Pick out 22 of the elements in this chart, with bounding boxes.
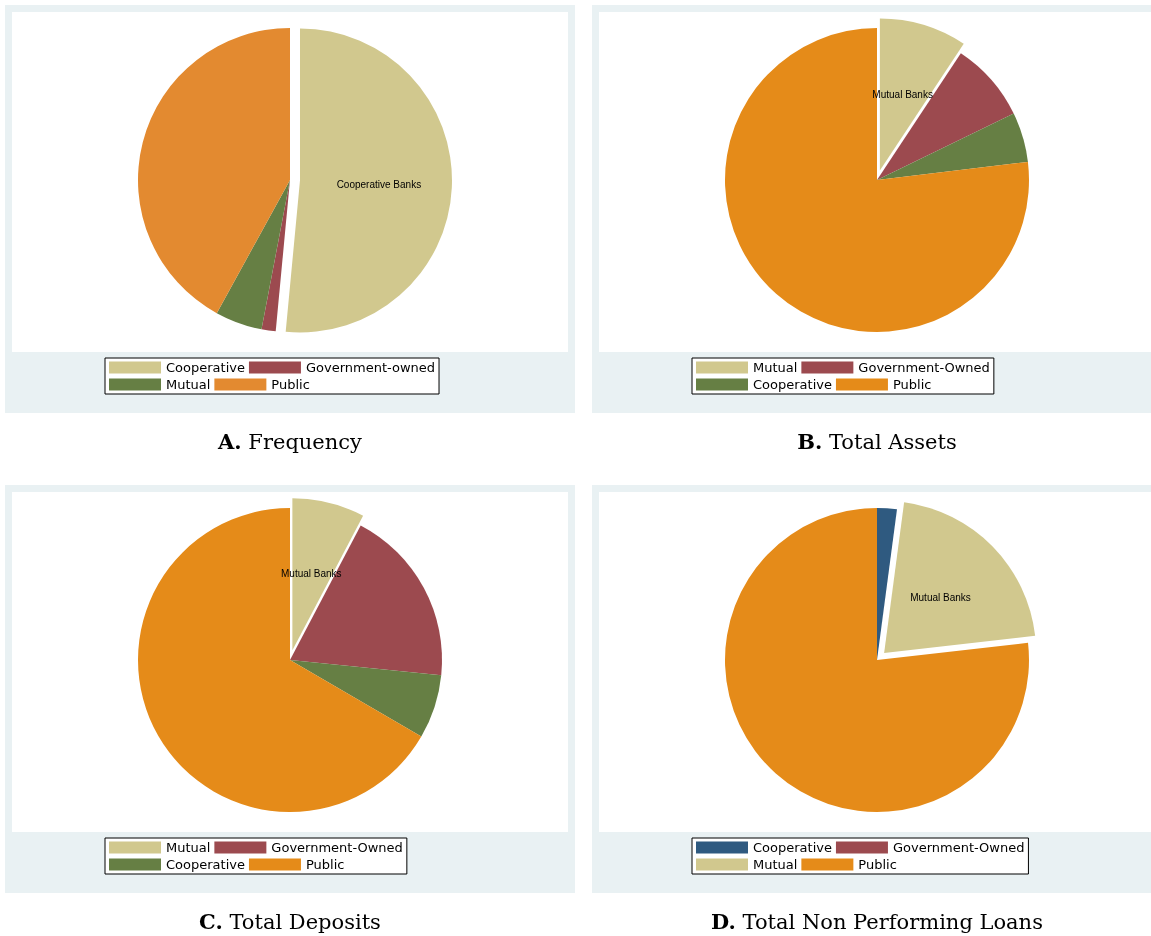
- legend-label: Cooperative: [166, 360, 245, 375]
- legend-label: Public: [892, 377, 932, 392]
- legend-label: Public: [305, 857, 345, 872]
- legend-label: Cooperative: [753, 840, 832, 855]
- legend-label: Mutual: [166, 840, 211, 855]
- text: A. Frequency: [216, 429, 363, 454]
- data-label: Mutual Banks: [910, 592, 971, 604]
- legend-label: Government-Owned: [858, 360, 990, 375]
- legend-label: Cooperative: [166, 857, 245, 872]
- legend-label: Public: [271, 377, 310, 392]
- text: B. Total Assets: [796, 429, 958, 454]
- text: C. Total Deposits: [198, 909, 382, 934]
- legend-label: Government-Owned: [892, 840, 1025, 855]
- legend-label: Government-Owned: [271, 840, 403, 855]
- legend-label: Mutual: [166, 377, 211, 392]
- legend-label: Mutual: [753, 360, 798, 375]
- legend-label: Public: [858, 857, 897, 872]
- legend-label: Cooperative: [753, 377, 832, 392]
- data-label: Cooperative Banks: [336, 178, 422, 190]
- legend-label: Mutual: [753, 857, 798, 872]
- legend-label: Government-owned: [305, 360, 436, 375]
- text: D. Total Non Performing Loans: [710, 909, 1044, 934]
